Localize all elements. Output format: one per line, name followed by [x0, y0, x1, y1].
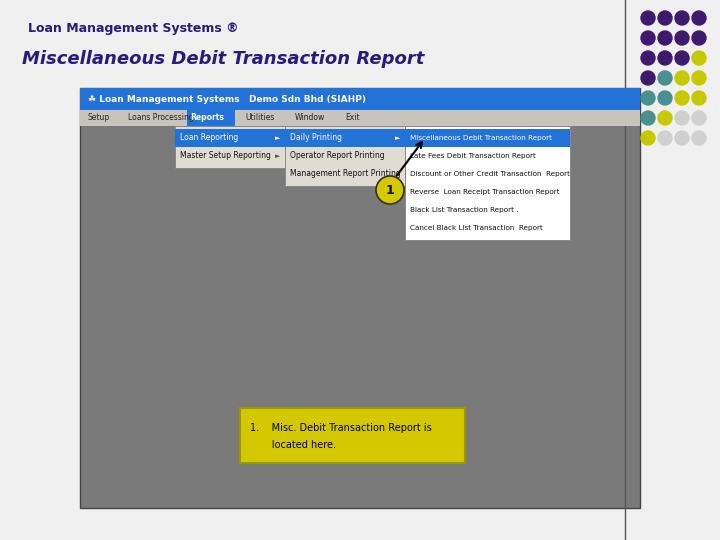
FancyBboxPatch shape: [80, 88, 640, 110]
Text: located here.: located here.: [250, 440, 336, 450]
Circle shape: [692, 51, 706, 65]
Text: Loans Processing: Loans Processing: [128, 113, 194, 123]
Text: Cancel Black List Transaction  Report: Cancel Black List Transaction Report: [410, 225, 543, 231]
Text: Setup: Setup: [88, 113, 110, 123]
FancyBboxPatch shape: [187, 110, 235, 126]
Circle shape: [376, 176, 404, 204]
Circle shape: [641, 131, 655, 145]
Text: Master Setup Reporting: Master Setup Reporting: [180, 152, 271, 160]
Text: Reverse  Loan Receipt Transaction Report: Reverse Loan Receipt Transaction Report: [410, 189, 559, 195]
Text: Loan Management Systems ®: Loan Management Systems ®: [28, 22, 238, 35]
Text: Daily Printing: Daily Printing: [290, 133, 342, 143]
Circle shape: [675, 91, 689, 105]
Circle shape: [675, 51, 689, 65]
Circle shape: [658, 11, 672, 25]
Text: Black List Transaction Report .: Black List Transaction Report .: [410, 207, 518, 213]
FancyBboxPatch shape: [285, 126, 405, 186]
Text: ►: ►: [395, 135, 400, 141]
Text: Management Report Printing: Management Report Printing: [290, 170, 401, 179]
Circle shape: [692, 131, 706, 145]
Text: Operator Report Printing: Operator Report Printing: [290, 152, 384, 160]
Circle shape: [675, 71, 689, 85]
FancyBboxPatch shape: [405, 126, 570, 240]
FancyBboxPatch shape: [80, 110, 640, 126]
FancyBboxPatch shape: [80, 88, 640, 508]
Circle shape: [658, 111, 672, 125]
Circle shape: [658, 51, 672, 65]
Circle shape: [658, 31, 672, 45]
FancyBboxPatch shape: [240, 408, 465, 463]
Text: ►: ►: [274, 135, 280, 141]
Circle shape: [675, 131, 689, 145]
Circle shape: [658, 131, 672, 145]
Circle shape: [675, 111, 689, 125]
Text: 1: 1: [386, 184, 395, 197]
Circle shape: [675, 31, 689, 45]
Circle shape: [692, 11, 706, 25]
Circle shape: [641, 111, 655, 125]
Text: Window: Window: [295, 113, 325, 123]
Text: 1.    Misc. Debit Transaction Report is: 1. Misc. Debit Transaction Report is: [250, 423, 432, 433]
Text: Discount or Other Credit Transaction  Report: Discount or Other Credit Transaction Rep…: [410, 171, 570, 177]
FancyBboxPatch shape: [285, 129, 405, 147]
FancyBboxPatch shape: [175, 126, 285, 168]
Circle shape: [692, 91, 706, 105]
Text: ☘ Loan Management Systems   Demo Sdn Bhd (SIAHP): ☘ Loan Management Systems Demo Sdn Bhd (…: [88, 94, 366, 104]
Text: ►: ►: [274, 153, 280, 159]
Text: Utilities: Utilities: [245, 113, 274, 123]
Circle shape: [658, 71, 672, 85]
FancyBboxPatch shape: [175, 129, 285, 147]
Circle shape: [641, 91, 655, 105]
Text: Miscellaneous Debit Transaction Report: Miscellaneous Debit Transaction Report: [410, 135, 552, 141]
Circle shape: [641, 11, 655, 25]
Circle shape: [641, 71, 655, 85]
Text: Miscellaneous Debit Transaction Report: Miscellaneous Debit Transaction Report: [22, 50, 424, 68]
Circle shape: [675, 11, 689, 25]
Circle shape: [692, 111, 706, 125]
Text: Exit: Exit: [345, 113, 359, 123]
Text: Late Fees Debit Transaction Report: Late Fees Debit Transaction Report: [410, 153, 536, 159]
Circle shape: [692, 71, 706, 85]
Circle shape: [692, 31, 706, 45]
Text: Loan Reporting: Loan Reporting: [180, 133, 238, 143]
Circle shape: [658, 91, 672, 105]
Circle shape: [641, 31, 655, 45]
Text: Reports: Reports: [190, 113, 224, 123]
Circle shape: [641, 51, 655, 65]
FancyBboxPatch shape: [405, 129, 570, 147]
